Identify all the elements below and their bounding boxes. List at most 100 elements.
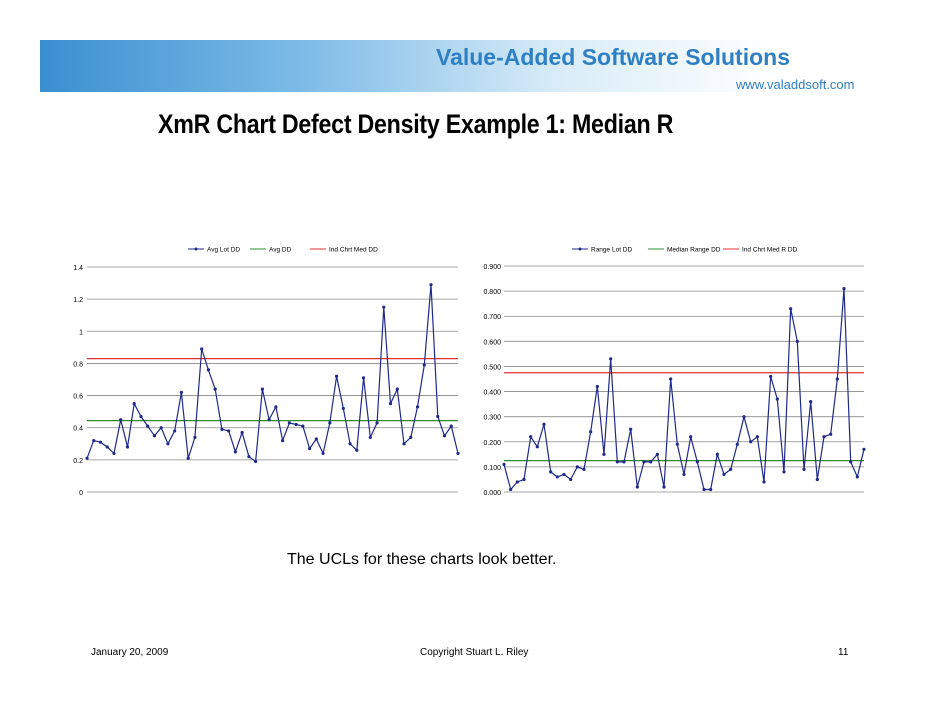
data-point	[669, 377, 673, 381]
y-tick-label: 0.4	[73, 426, 83, 433]
data-point	[179, 390, 184, 394]
data-point	[254, 459, 258, 464]
data-point	[395, 387, 399, 391]
data-point	[755, 435, 759, 439]
y-tick-label: 0.6	[73, 394, 83, 401]
legend-label: Avg DD	[269, 247, 292, 254]
data-point	[822, 435, 826, 439]
chart-left: 0 0.2 0.4 0.6 0.8 1 1.2 1.4 Avg Lot DD Avg DD Ind …	[73, 247, 460, 497]
data-point	[829, 432, 833, 436]
data-point	[835, 377, 839, 381]
data-point	[321, 451, 325, 456]
data-point	[98, 440, 103, 444]
data-point	[769, 374, 773, 379]
data-point	[314, 437, 318, 441]
data-point	[341, 406, 345, 411]
data-point	[862, 447, 866, 451]
data-point	[449, 424, 453, 428]
y-tick-label: 1.4	[73, 265, 83, 272]
data-point	[729, 467, 733, 471]
data-point	[695, 460, 699, 464]
data-point	[655, 452, 659, 456]
data-point	[609, 357, 613, 361]
data-point	[456, 451, 460, 456]
data-point	[595, 384, 599, 389]
data-point	[442, 434, 447, 438]
data-point	[515, 480, 519, 484]
data-point	[308, 447, 312, 451]
data-point	[436, 414, 440, 419]
data-point	[715, 452, 719, 456]
data-point	[589, 430, 593, 434]
data-point	[220, 427, 224, 431]
data-point	[240, 430, 244, 435]
data-point	[112, 451, 116, 456]
data-point	[429, 283, 433, 287]
footer-page-number: 11	[838, 647, 849, 658]
data-point	[85, 456, 89, 460]
data-point	[562, 472, 566, 477]
data-point	[815, 477, 819, 482]
data-point	[375, 421, 379, 425]
data-point	[139, 414, 143, 419]
data-point	[809, 400, 813, 404]
data-point	[348, 442, 352, 446]
data-point	[260, 387, 264, 391]
header-banner	[40, 40, 902, 92]
y-tick-label: 1	[79, 329, 83, 336]
legend-label: Avg Lot DD	[207, 247, 240, 254]
data-point	[287, 421, 291, 425]
slide-title: XmR Chart Defect Density Example 1: Medi…	[158, 109, 674, 139]
legend-label: Median Range DD	[667, 247, 721, 254]
y-tick-label: 0.700	[483, 314, 501, 321]
y-tick-label: 0.200	[483, 440, 501, 447]
data-point	[742, 415, 746, 419]
data-point	[334, 374, 339, 378]
data-point	[602, 452, 606, 456]
data-point	[849, 460, 853, 464]
y-tick-label: 1.2	[73, 297, 83, 304]
data-point	[119, 418, 123, 422]
data-point	[569, 477, 573, 482]
data-point	[635, 485, 639, 489]
data-point	[146, 424, 150, 428]
data-point	[629, 427, 633, 431]
data-point	[509, 487, 513, 492]
data-point	[749, 440, 753, 444]
data-point	[294, 422, 298, 427]
legend-label: Ind Chrt Med R DD	[742, 247, 798, 254]
data-point	[735, 442, 739, 446]
data-point	[422, 363, 426, 367]
data-point	[247, 455, 251, 459]
y-tick-label: 0.900	[483, 264, 501, 271]
legend-marker	[578, 247, 582, 251]
series-line	[503, 288, 865, 491]
data-point	[795, 339, 799, 343]
data-point	[502, 462, 506, 466]
data-point	[200, 347, 204, 351]
data-point	[227, 429, 231, 433]
data-point	[542, 422, 546, 426]
series-line	[86, 284, 459, 463]
data-point	[675, 442, 679, 446]
data-point	[522, 477, 526, 482]
y-tick-label: 0.400	[483, 390, 501, 397]
data-point	[709, 487, 713, 492]
data-point	[213, 387, 217, 391]
data-point	[328, 421, 332, 425]
data-point	[689, 435, 693, 439]
y-tick-label: 0.8	[73, 361, 83, 368]
data-point	[368, 435, 372, 439]
data-point	[125, 445, 130, 449]
y-tick-label: 0.2	[73, 458, 83, 465]
brand-name: Value-Added Software Solutions	[436, 44, 790, 70]
data-point	[575, 465, 579, 469]
data-point	[535, 445, 539, 449]
data-point	[682, 472, 686, 477]
y-tick-label: 0.800	[483, 289, 501, 296]
legend-label: Ind Chrt Med DD	[329, 247, 378, 254]
data-point	[622, 460, 626, 464]
data-point	[402, 442, 406, 446]
data-point	[529, 435, 533, 439]
footer-date: January 20, 2009	[91, 647, 169, 658]
